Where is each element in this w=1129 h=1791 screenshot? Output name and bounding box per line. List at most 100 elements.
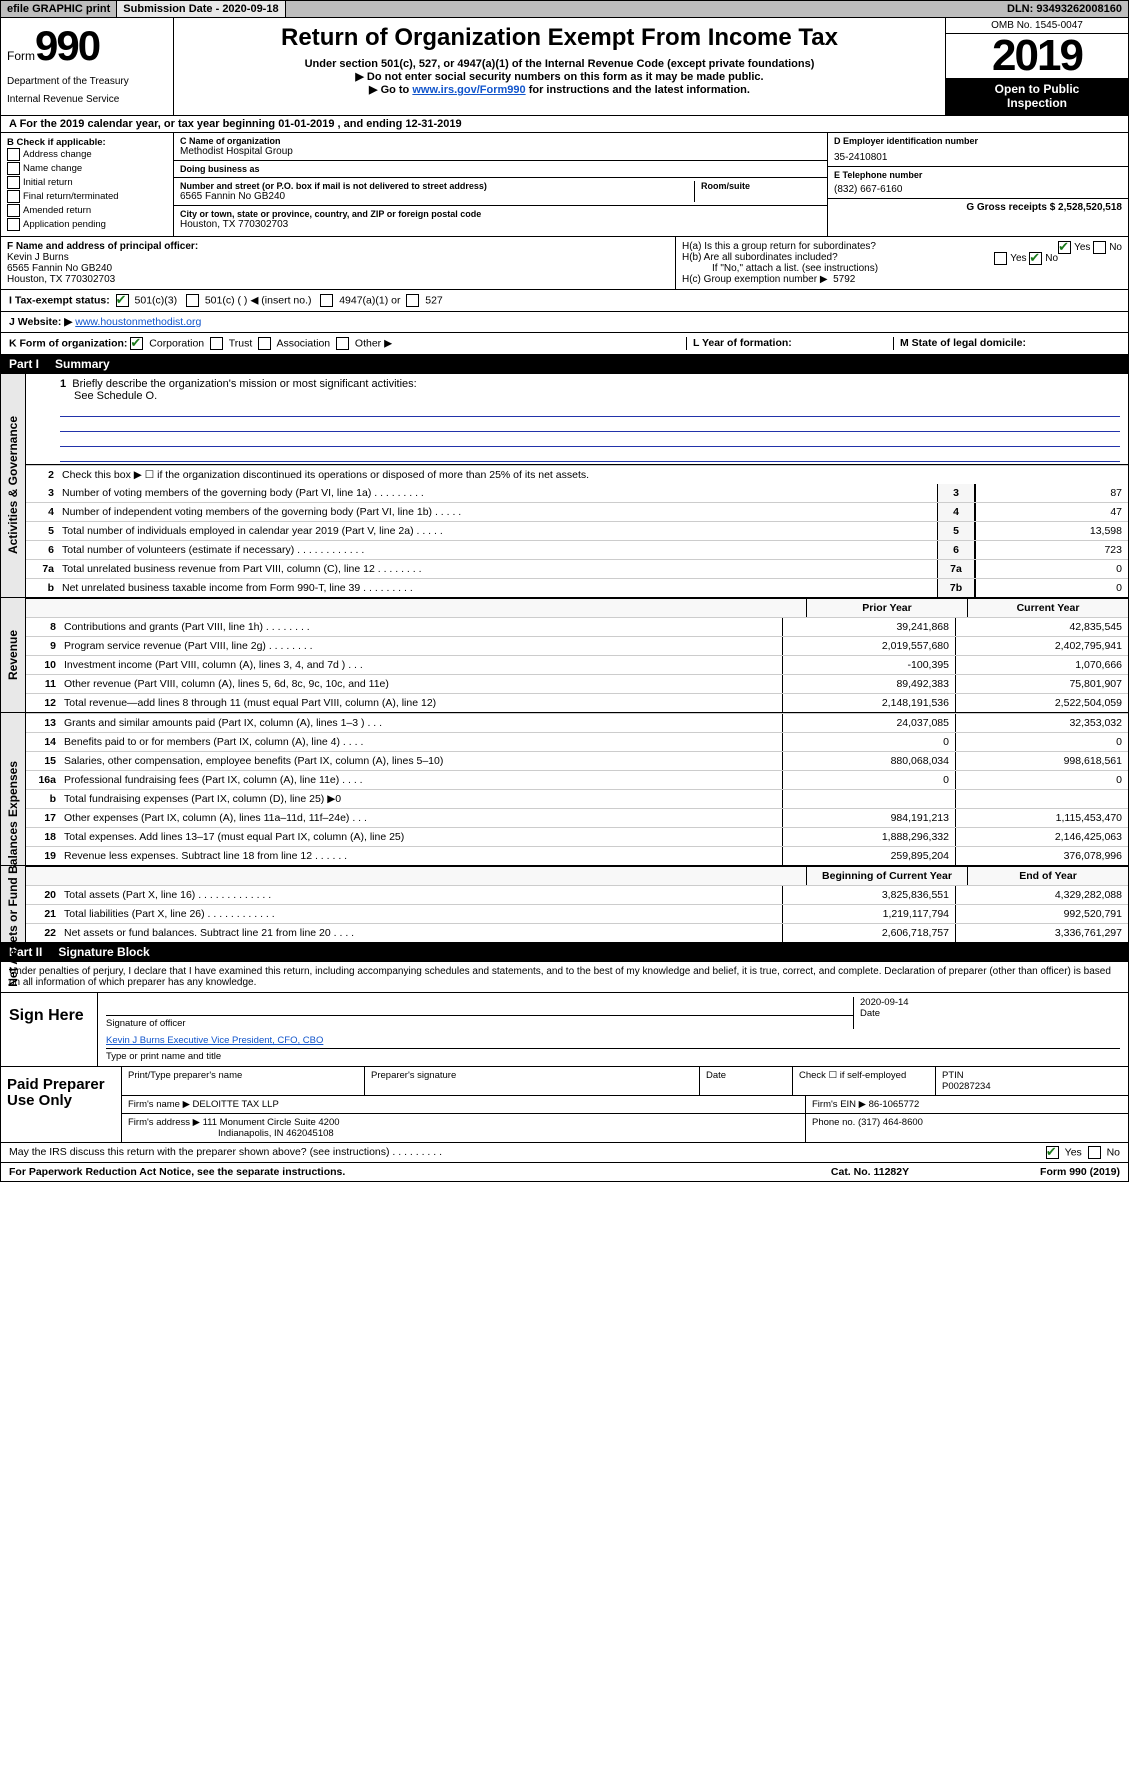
header-title-block: Return of Organization Exempt From Incom… xyxy=(174,18,946,115)
chk-527[interactable] xyxy=(406,294,419,307)
rev-line-10: 10Investment income (Part VIII, column (… xyxy=(26,655,1128,674)
firm-ein-label: Firm's EIN ▶ xyxy=(812,1099,866,1110)
sign-date: 2020-09-14 xyxy=(860,997,1120,1008)
dept-irs: Internal Revenue Service xyxy=(7,94,167,106)
line-2: 2Check this box ▶ ☐ if the organization … xyxy=(26,465,1128,484)
header-right: OMB No. 1545-0047 2019 Open to Public In… xyxy=(946,18,1128,115)
chk-corp[interactable] xyxy=(130,337,143,350)
addr-label: Number and street (or P.O. box if mail i… xyxy=(180,181,688,191)
exp-line-b: bTotal fundraising expenses (Part IX, co… xyxy=(26,789,1128,808)
sign-date-label: Date xyxy=(860,1008,1120,1019)
chk-assoc[interactable] xyxy=(258,337,271,350)
meta-bar: efile GRAPHIC print Submission Date - 20… xyxy=(0,0,1129,18)
part-2-title: Signature Block xyxy=(58,945,149,959)
na-line-20: 20Total assets (Part X, line 16) . . . .… xyxy=(26,885,1128,904)
website-row: J Website: ▶ www.houstonmethodist.org xyxy=(1,312,1128,333)
na-line-21: 21Total liabilities (Part X, line 26) . … xyxy=(26,904,1128,923)
cat-no: Cat. No. 11282Y xyxy=(780,1166,960,1178)
hb-yes[interactable] xyxy=(994,252,1007,265)
ha-line: H(a) Is this a group return for subordin… xyxy=(682,241,1122,252)
identity-block: B Check if applicable: Address change Na… xyxy=(1,133,1128,237)
chk-address-change[interactable]: Address change xyxy=(7,148,167,161)
website-link[interactable]: www.houstonmethodist.org xyxy=(75,316,201,328)
org-name: Methodist Hospital Group xyxy=(180,146,821,157)
paid-row-2: Firm's name ▶ DELOITTE TAX LLP Firm's EI… xyxy=(122,1096,1128,1114)
j-label: J Website: ▶ xyxy=(9,316,72,328)
prep-date-label: Date xyxy=(700,1067,793,1095)
rev-line-12: 12Total revenue—add lines 8 through 11 (… xyxy=(26,693,1128,712)
form-number: 990 xyxy=(35,22,99,69)
gov-line-3: 3Number of voting members of the governi… xyxy=(26,484,1128,502)
sign-here-block: Sign Here Signature of officer 2020-09-1… xyxy=(1,993,1128,1067)
dln-label: DLN: 93493262008160 xyxy=(1001,1,1128,17)
discuss-yes[interactable] xyxy=(1046,1146,1059,1159)
footer-form: Form 990 (2019) xyxy=(960,1166,1120,1178)
hb-no[interactable] xyxy=(1029,252,1042,265)
k-form-org: K Form of organization: Corporation Trus… xyxy=(9,337,686,350)
col-begin-year: Beginning of Current Year xyxy=(806,867,967,885)
signature-label: Signature of officer xyxy=(106,1018,853,1029)
exp-line-16a: 16aProfessional fundraising fees (Part I… xyxy=(26,770,1128,789)
hb-line: H(b) Are all subordinates included? Yes … xyxy=(682,252,1122,263)
hc-line: H(c) Group exemption number ▶ 5792 xyxy=(682,274,1122,285)
ein-value: 35-2410801 xyxy=(834,146,1122,163)
ha-no[interactable] xyxy=(1093,241,1106,254)
discuss-no[interactable] xyxy=(1088,1146,1101,1159)
ptin-label: PTIN xyxy=(942,1070,964,1081)
perjury-text: Under penalties of perjury, I declare th… xyxy=(1,962,1128,993)
ha-yes[interactable] xyxy=(1058,241,1071,254)
gov-line-6: 6Total number of volunteers (estimate if… xyxy=(26,540,1128,559)
firm-phone-label: Phone no. xyxy=(812,1117,855,1128)
chk-application-pending[interactable]: Application pending xyxy=(7,218,167,231)
chk-501c3[interactable] xyxy=(116,294,129,307)
chk-amended-return[interactable]: Amended return xyxy=(7,204,167,217)
prep-sig-label: Preparer's signature xyxy=(365,1067,700,1095)
chk-final-return[interactable]: Final return/terminated xyxy=(7,190,167,203)
open-public-1: Open to Public xyxy=(946,82,1128,96)
gov-line-4: 4Number of independent voting members of… xyxy=(26,502,1128,521)
chk-501c-other[interactable] xyxy=(186,294,199,307)
chk-initial-return[interactable]: Initial return xyxy=(7,176,167,189)
city-label: City or town, state or province, country… xyxy=(180,209,821,219)
form-frame: Form990 Department of the Treasury Inter… xyxy=(0,18,1129,1182)
officer-box: F Name and address of principal officer:… xyxy=(1,237,676,289)
k-l-m-row: K Form of organization: Corporation Trus… xyxy=(1,333,1128,355)
exp-line-14: 14Benefits paid to or for members (Part … xyxy=(26,732,1128,751)
vert-governance: Activities & Governance xyxy=(1,374,26,597)
form-990-label: Form990 xyxy=(7,22,167,70)
rev-line-9: 9Program service revenue (Part VIII, lin… xyxy=(26,636,1128,655)
chk-trust[interactable] xyxy=(210,337,223,350)
gov-line-5: 5Total number of individuals employed in… xyxy=(26,521,1128,540)
sign-here-label: Sign Here xyxy=(1,993,98,1066)
org-name-label: C Name of organization xyxy=(180,136,821,146)
vert-net-assets: Net Assets or Fund Balances xyxy=(1,866,26,942)
officer-signature-line[interactable] xyxy=(106,997,853,1016)
form-title: Return of Organization Exempt From Incom… xyxy=(182,24,937,52)
goto-line: ▶ Go to www.irs.gov/Form990 for instruct… xyxy=(182,83,937,96)
section-expenses: Expenses 13Grants and similar amounts pa… xyxy=(1,713,1128,866)
firm-name: DELOITTE TAX LLP xyxy=(193,1099,279,1110)
firm-addr1: 111 Monument Circle Suite 4200 xyxy=(203,1117,340,1128)
exp-line-19: 19Revenue less expenses. Subtract line 1… xyxy=(26,846,1128,865)
suite-label: Room/suite xyxy=(701,181,821,191)
dept-treasury: Department of the Treasury xyxy=(7,76,167,88)
goto-link[interactable]: www.irs.gov/Form990 xyxy=(412,84,525,96)
hc-value: 5792 xyxy=(833,274,855,285)
ptin-value: P00287234 xyxy=(942,1081,991,1092)
efile-label: efile GRAPHIC print xyxy=(1,1,117,17)
goto-pre: ▶ Go to xyxy=(369,84,412,96)
open-public: Open to Public Inspection xyxy=(946,78,1128,115)
exp-line-13: 13Grants and similar amounts paid (Part … xyxy=(26,713,1128,732)
chk-other[interactable] xyxy=(336,337,349,350)
column-c: C Name of organization Methodist Hospita… xyxy=(174,133,827,236)
chk-name-change[interactable]: Name change xyxy=(7,162,167,175)
part-1-header: Part I Summary xyxy=(1,355,1128,374)
dba-box: Doing business as xyxy=(174,161,827,178)
rev-line-11: 11Other revenue (Part VIII, column (A), … xyxy=(26,674,1128,693)
firm-ein: 86-1065772 xyxy=(869,1099,920,1110)
chk-4947[interactable] xyxy=(320,294,333,307)
mission-block: 1 Briefly describe the organization's mi… xyxy=(26,374,1128,465)
f-label: F Name and address of principal officer: xyxy=(7,241,669,252)
officer-name: Kevin J Burns xyxy=(7,252,669,263)
officer-addr2: Houston, TX 770302703 xyxy=(7,274,669,285)
